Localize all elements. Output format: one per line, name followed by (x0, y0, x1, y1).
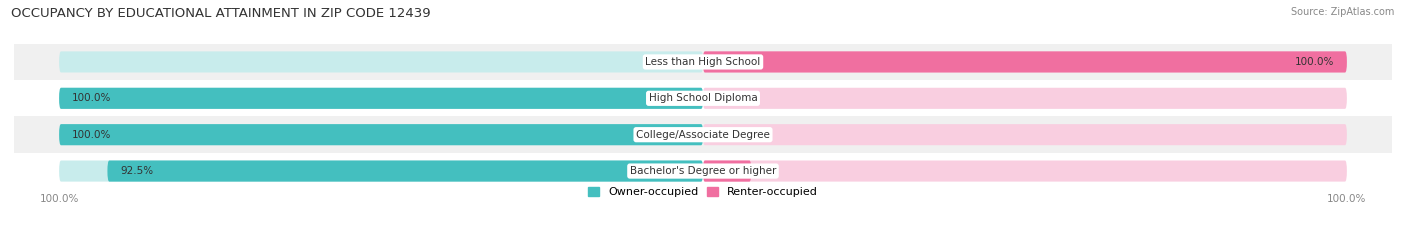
Text: OCCUPANCY BY EDUCATIONAL ATTAINMENT IN ZIP CODE 12439: OCCUPANCY BY EDUCATIONAL ATTAINMENT IN Z… (11, 7, 430, 20)
Bar (14, 116, 1392, 153)
Text: Less than High School: Less than High School (645, 57, 761, 67)
Bar (14, 80, 1392, 116)
Text: Source: ZipAtlas.com: Source: ZipAtlas.com (1291, 7, 1395, 17)
Text: 100.0%: 100.0% (72, 93, 111, 103)
FancyBboxPatch shape (703, 161, 1347, 182)
Text: College/Associate Degree: College/Associate Degree (636, 130, 770, 140)
Text: 92.5%: 92.5% (121, 166, 153, 176)
FancyBboxPatch shape (703, 161, 751, 182)
Legend: Owner-occupied, Renter-occupied: Owner-occupied, Renter-occupied (588, 187, 818, 197)
FancyBboxPatch shape (59, 124, 703, 145)
FancyBboxPatch shape (703, 124, 1347, 145)
FancyBboxPatch shape (703, 51, 1347, 72)
FancyBboxPatch shape (703, 51, 1347, 72)
Text: 0.0%: 0.0% (664, 57, 690, 67)
Text: 7.5%: 7.5% (711, 166, 738, 176)
Bar (14, 153, 1392, 189)
Text: 0.0%: 0.0% (716, 93, 742, 103)
Text: Bachelor's Degree or higher: Bachelor's Degree or higher (630, 166, 776, 176)
FancyBboxPatch shape (107, 161, 703, 182)
Bar (14, 44, 1392, 80)
Text: 0.0%: 0.0% (716, 130, 742, 140)
Text: 100.0%: 100.0% (72, 130, 111, 140)
FancyBboxPatch shape (59, 124, 703, 145)
FancyBboxPatch shape (59, 51, 703, 72)
FancyBboxPatch shape (59, 88, 703, 109)
FancyBboxPatch shape (59, 161, 703, 182)
FancyBboxPatch shape (59, 88, 703, 109)
Text: High School Diploma: High School Diploma (648, 93, 758, 103)
Text: 100.0%: 100.0% (1295, 57, 1334, 67)
FancyBboxPatch shape (703, 88, 1347, 109)
